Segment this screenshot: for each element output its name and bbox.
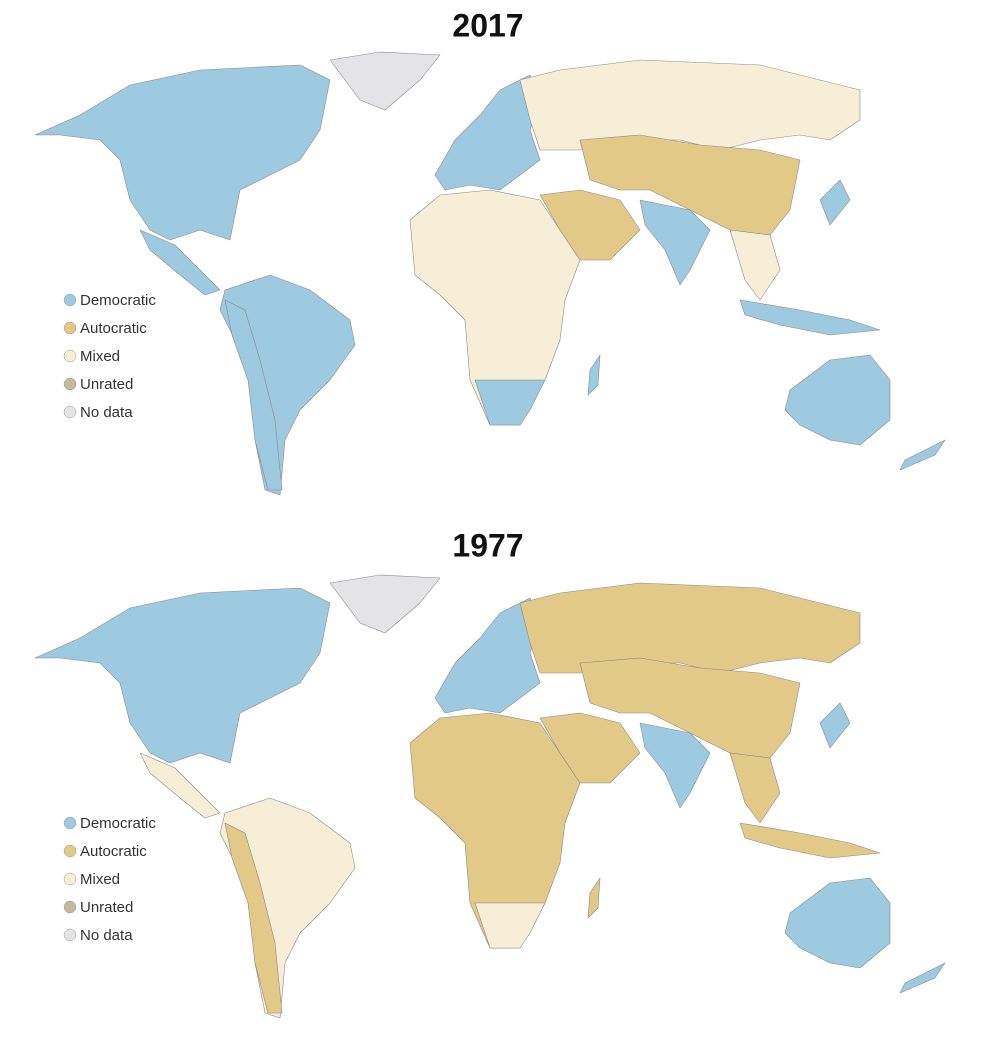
legend-label: Autocratic [80, 320, 147, 337]
indonesia [739, 822, 881, 859]
middle-east [539, 712, 641, 784]
map-title: 1977 [452, 527, 523, 563]
russia [519, 582, 861, 674]
new-zealand [899, 439, 946, 471]
legend-swatch [63, 928, 77, 942]
legend-label: Mixed [80, 348, 120, 365]
new-zealand [899, 962, 946, 994]
middle-east [539, 189, 641, 261]
legend-swatch [63, 844, 77, 858]
africa [409, 189, 581, 426]
legend-label: No data [80, 404, 133, 421]
andes [224, 822, 283, 1014]
legend-label: Democratic [80, 815, 156, 832]
world-map: Democratic Autocratic Mixed Unrated No data [34, 51, 946, 496]
central-america [139, 752, 221, 819]
russia [519, 59, 861, 151]
north-america [34, 64, 331, 241]
greenland [329, 51, 441, 111]
legend-label: Unrated [80, 899, 133, 916]
legend-swatch [63, 900, 77, 914]
legend-swatch [63, 872, 77, 886]
legend-swatch [63, 349, 77, 363]
madagascar [587, 877, 601, 919]
legend-label: Unrated [80, 376, 133, 393]
southeast-asia [729, 752, 781, 824]
map-title: 2017 [452, 7, 523, 43]
australia [784, 877, 891, 969]
southeast-asia [729, 229, 781, 301]
japan [819, 179, 851, 226]
madagascar [587, 354, 601, 396]
central-america [139, 229, 221, 296]
andes [224, 299, 283, 491]
europe [434, 597, 541, 714]
legend-swatch [63, 405, 77, 419]
africa [409, 712, 581, 949]
indonesia [739, 299, 881, 336]
legend-label: No data [80, 927, 133, 944]
north-america [34, 587, 331, 764]
southern-africa [474, 902, 546, 949]
legend-swatch [63, 816, 77, 830]
legend-swatch [63, 321, 77, 335]
india [639, 722, 711, 809]
legend-label: Autocratic [80, 843, 147, 860]
legend-label: Mixed [80, 871, 120, 888]
southern-africa [474, 379, 546, 426]
legend-swatch [63, 293, 77, 307]
australia [784, 354, 891, 446]
japan [819, 702, 851, 749]
world-map: Democratic Autocratic Mixed Unrated No data [34, 574, 946, 1019]
legend-label: Democratic [80, 292, 156, 309]
greenland [329, 574, 441, 634]
europe [434, 74, 541, 191]
india [639, 199, 711, 286]
legend-swatch [63, 377, 77, 391]
